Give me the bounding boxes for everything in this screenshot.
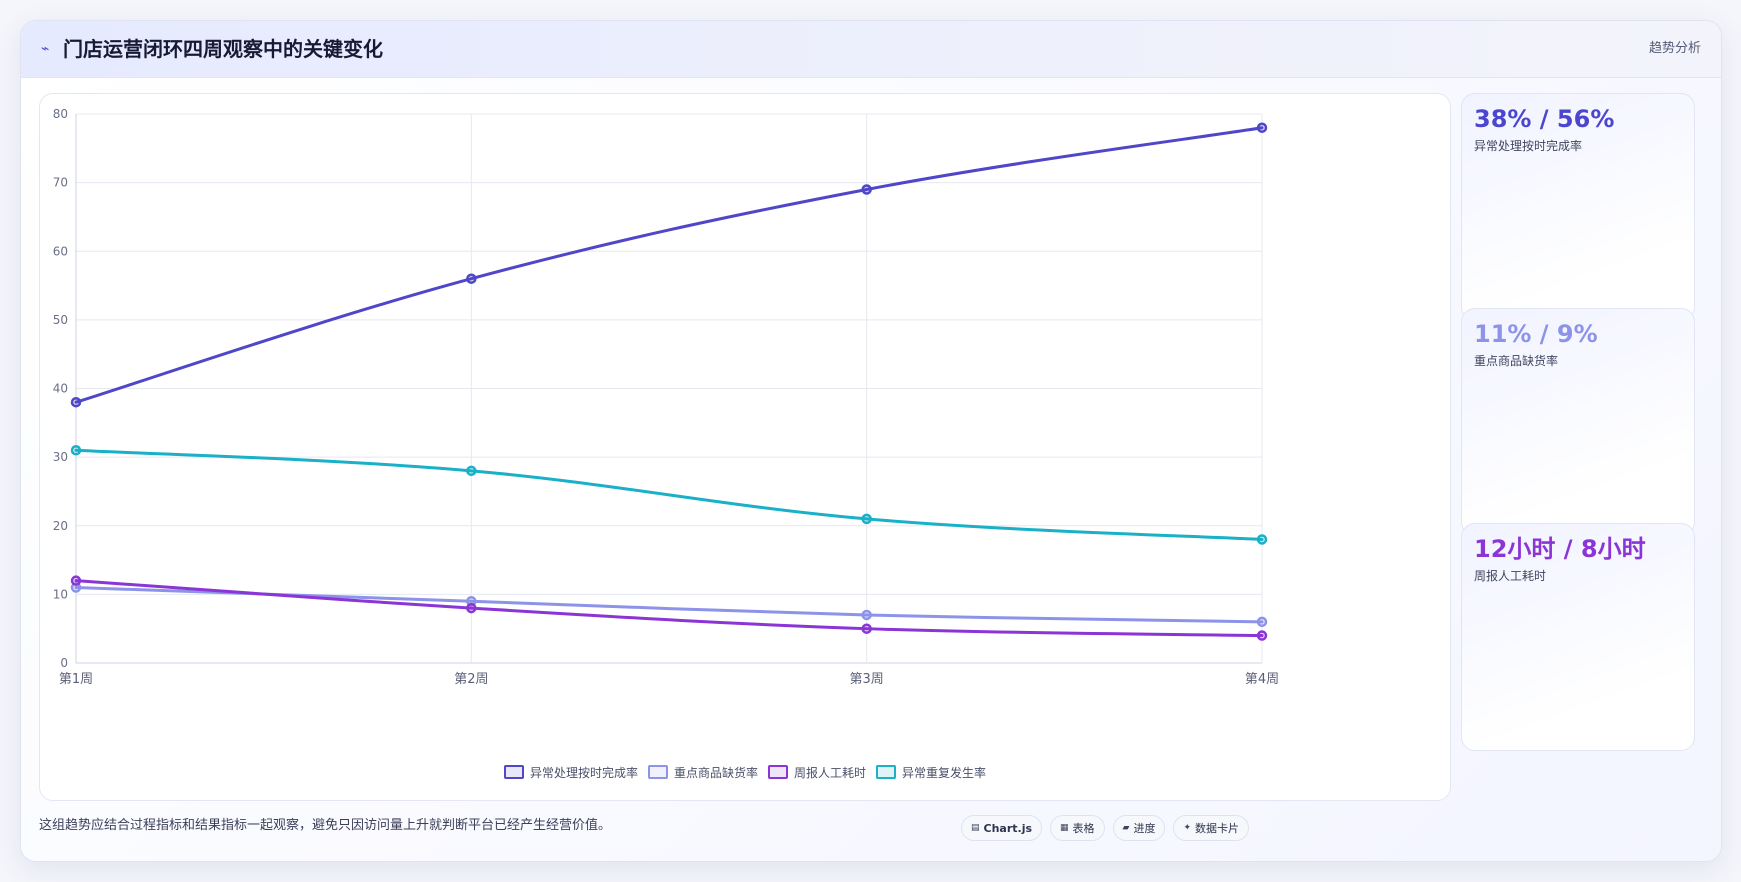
legend-item[interactable]: 异常处理按时完成率 xyxy=(503,764,638,781)
trend-line-icon: ⌁ xyxy=(41,41,50,57)
chart-legend: 异常处理按时完成率 重点商品缺货率 周报人工耗时 异常重复发生率 xyxy=(40,762,1450,782)
y-tick-label: 0 xyxy=(60,656,68,670)
tab-table[interactable]: ▦ 表格 xyxy=(1050,815,1105,841)
chart-panel: 0 10 20 30 40 50 60 70 80 第1周 第2周 第3周 第4周 异常处理按时完成率 重… xyxy=(39,93,1451,801)
footer-note: 这组趋势应结合过程指标和结果指标一起观察，避免只因访问量上升就判断平台已经产生经… xyxy=(39,818,612,833)
data-point xyxy=(466,465,477,477)
data-point xyxy=(861,184,872,195)
trend-card: ⌁ 门店运营闭环四周观察中的关键变化 趋势分析 0 10 20 30 40 50 60 70 8… xyxy=(20,20,1722,862)
y-tick-label: 30 xyxy=(53,450,68,464)
view-switcher: ▤ Chart.js ▦ 表格 ▰ 进度 ✦ 数据卡片 xyxy=(961,815,1250,841)
tab-label: 数据卡片 xyxy=(1195,822,1240,835)
legend-label: 异常处理按时完成率 xyxy=(529,765,638,780)
data-point xyxy=(861,609,872,621)
tab-label: 表格 xyxy=(1072,822,1095,835)
stat-label: 重点商品缺货率 xyxy=(1474,354,1559,368)
stat-value: 38% / 56% xyxy=(1474,105,1615,133)
legend-item[interactable]: 周报人工耗时 xyxy=(768,764,866,781)
chart-icon: ▤ xyxy=(971,823,980,833)
data-point xyxy=(466,602,477,614)
data-point xyxy=(1256,534,1268,545)
progress-icon: ▰ xyxy=(1122,823,1130,833)
stat-value: 11% / 9% xyxy=(1474,320,1598,348)
series-line-0 xyxy=(74,126,1264,404)
legend-label: 异常重复发生率 xyxy=(902,765,987,780)
data-point xyxy=(70,396,82,408)
stat-label: 异常处理按时完成率 xyxy=(1474,139,1583,153)
legend-swatch xyxy=(647,765,668,779)
x-tick-label: 第1周 xyxy=(59,672,93,687)
x-tick-label: 第3周 xyxy=(850,672,884,687)
data-point xyxy=(70,575,82,586)
tab-data-cards[interactable]: ✦ 数据卡片 xyxy=(1173,815,1250,841)
legend-item[interactable]: 异常重复发生率 xyxy=(876,764,986,781)
trend-analysis-tag[interactable]: 趋势分析 xyxy=(1648,41,1701,56)
stat-card-report-hours: 12小时 / 8小时 周报人工耗时 xyxy=(1461,523,1695,751)
y-tick-label: 20 xyxy=(53,519,68,533)
data-point xyxy=(70,445,82,456)
table-icon: ▦ xyxy=(1060,823,1069,833)
card-header: ⌁ 门店运营闭环四周观察中的关键变化 趋势分析 xyxy=(21,21,1721,78)
stat-card-completion: 38% / 56% 异常处理按时完成率 xyxy=(1461,93,1695,321)
stat-label: 周报人工耗时 xyxy=(1474,569,1547,583)
data-point xyxy=(861,513,872,525)
y-tick-label: 10 xyxy=(53,587,68,601)
y-tick-label: 50 xyxy=(53,313,68,327)
series-line-2 xyxy=(74,579,1264,638)
line-chart: 0 10 20 30 40 50 60 70 80 第1周 第2周 第3周 第4周 xyxy=(53,107,1279,687)
tab-label: 进度 xyxy=(1133,822,1156,835)
legend-label: 周报人工耗时 xyxy=(794,765,867,780)
stat-card-stockout: 11% / 9% 重点商品缺货率 xyxy=(1461,308,1695,536)
legend-swatch xyxy=(503,765,524,779)
sparkle-icon: ✦ xyxy=(1183,823,1192,833)
legend-item[interactable]: 重点商品缺货率 xyxy=(647,764,758,781)
stat-value: 12小时 / 8小时 xyxy=(1474,535,1646,563)
tab-chartjs[interactable]: ▤ Chart.js xyxy=(961,815,1043,841)
x-tick-label: 第4周 xyxy=(1245,672,1279,687)
tab-progress[interactable]: ▰ 进度 xyxy=(1112,815,1166,841)
y-tick-label: 80 xyxy=(53,107,68,121)
legend-label: 重点商品缺货率 xyxy=(673,765,758,780)
y-tick-label: 70 xyxy=(53,176,68,190)
tab-label: Chart.js xyxy=(983,821,1033,835)
data-point xyxy=(1256,616,1268,628)
legend-swatch xyxy=(768,765,788,779)
y-tick-label: 60 xyxy=(53,244,68,258)
data-point xyxy=(1256,630,1268,641)
data-point xyxy=(861,623,872,634)
data-point xyxy=(466,273,477,284)
legend-swatch xyxy=(876,765,897,779)
x-tick-label: 第2周 xyxy=(454,672,488,687)
series-line-3 xyxy=(74,448,1264,541)
card-title: 门店运营闭环四周观察中的关键变化 xyxy=(63,37,383,61)
data-point xyxy=(1256,122,1268,133)
y-tick-label: 40 xyxy=(53,382,68,396)
